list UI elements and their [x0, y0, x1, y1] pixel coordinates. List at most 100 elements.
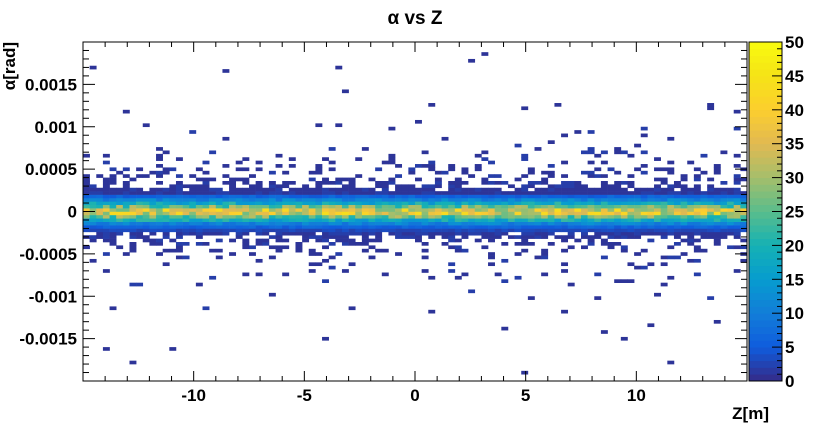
- heatmap-cell: [116, 194, 124, 199]
- heatmap-cell: [175, 245, 183, 250]
- heatmap-cell: [514, 194, 522, 199]
- heatmap-cell: [514, 214, 522, 219]
- heatmap-cell: [713, 211, 721, 216]
- heatmap-cell: [395, 174, 403, 178]
- heatmap-cell: [448, 225, 456, 229]
- heatmap-cell: [315, 180, 323, 185]
- heatmap-cell: [249, 221, 256, 226]
- heatmap-cell: [401, 225, 409, 229]
- heatmap-cell: [401, 208, 409, 212]
- heatmap-cell: [102, 235, 110, 239]
- heatmap-cell: [620, 150, 628, 155]
- heatmap-cell: [395, 197, 403, 202]
- heatmap-cell: [494, 191, 502, 195]
- heatmap-cell: [268, 170, 276, 175]
- heatmap-cell: [275, 211, 283, 216]
- heatmap-cell: [727, 221, 735, 226]
- heatmap-cell: [474, 187, 482, 192]
- heatmap-cell: [680, 191, 688, 195]
- colorbar-segment: [749, 89, 782, 97]
- heatmap-cell: [215, 211, 223, 216]
- heatmap-cell: [149, 187, 157, 192]
- heatmap-cell: [600, 187, 608, 192]
- heatmap-cell: [481, 211, 489, 216]
- heatmap-cell: [700, 228, 708, 233]
- heatmap-cell: [415, 228, 422, 233]
- heatmap-cell: [660, 211, 668, 216]
- heatmap-cell: [375, 184, 383, 189]
- heatmap-cell: [142, 228, 150, 233]
- heatmap-cell: [408, 194, 416, 199]
- heatmap-cell: [275, 197, 283, 202]
- heatmap-cell: [415, 187, 422, 192]
- heatmap-cell: [441, 194, 449, 199]
- heatmap-cell: [594, 167, 602, 172]
- heatmap-cell: [587, 218, 595, 222]
- heatmap-cell: [275, 194, 283, 199]
- heatmap-cell: [534, 180, 542, 185]
- heatmap-cell: [700, 191, 708, 195]
- heatmap-cell: [229, 197, 237, 202]
- heatmap-cell: [89, 204, 97, 209]
- heatmap-cell: [288, 157, 296, 161]
- heatmap-cell: [368, 221, 376, 226]
- heatmap-cell: [501, 194, 509, 199]
- heatmap-cell: [461, 204, 469, 209]
- colorbar-segment: [749, 136, 782, 145]
- heatmap-cell: [474, 197, 482, 202]
- heatmap-cell: [149, 214, 157, 219]
- heatmap-cell: [295, 242, 303, 246]
- heatmap-cell: [102, 184, 110, 189]
- heatmap-cell: [693, 184, 701, 189]
- heatmap-cell: [454, 180, 462, 185]
- y-tick-label: 0.0015: [25, 75, 77, 94]
- heatmap-cell: [295, 187, 303, 192]
- heatmap-cell: [454, 275, 462, 280]
- heatmap-cell: [514, 221, 522, 226]
- heatmap-cell: [401, 211, 409, 216]
- heatmap-cell: [169, 218, 177, 222]
- heatmap-cell: [142, 235, 150, 239]
- heatmap-cell: [448, 167, 456, 172]
- heatmap-cell: [149, 221, 157, 226]
- heatmap-cell: [574, 214, 582, 219]
- heatmap-cell: [395, 164, 403, 168]
- heatmap-cell: [488, 208, 495, 212]
- heatmap-cell: [620, 218, 628, 222]
- heatmap-cell: [441, 170, 449, 175]
- heatmap-cell: [262, 242, 270, 246]
- heatmap-cell: [727, 204, 735, 209]
- heatmap-cell: [627, 197, 635, 202]
- heatmap-cell: [322, 187, 329, 192]
- heatmap-cell: [415, 201, 422, 206]
- heatmap-cell: [268, 214, 276, 219]
- heatmap-cell: [229, 218, 237, 222]
- heatmap-cell: [614, 279, 622, 283]
- heatmap-cell: [136, 174, 144, 178]
- heatmap-cell: [156, 197, 163, 202]
- heatmap-cell: [713, 164, 721, 168]
- heatmap-cell: [627, 262, 635, 267]
- heatmap-cell: [680, 197, 688, 202]
- heatmap-cell: [534, 218, 542, 222]
- heatmap-cell: [235, 201, 243, 206]
- heatmap-cell: [388, 211, 396, 216]
- heatmap-cell: [182, 208, 190, 212]
- heatmap-cell: [322, 225, 329, 229]
- heatmap-cell: [355, 225, 363, 229]
- heatmap-cell: [541, 191, 549, 195]
- heatmap-cell: [229, 214, 237, 219]
- heatmap-cell: [348, 208, 356, 212]
- heatmap-cell: [136, 211, 144, 216]
- heatmap-cell: [581, 201, 588, 206]
- heatmap-cell: [514, 187, 522, 192]
- heatmap-cell: [156, 187, 163, 192]
- heatmap-cell: [733, 218, 741, 222]
- heatmap-cell: [428, 160, 436, 165]
- colorbar-segment: [749, 333, 782, 341]
- heatmap-cell: [514, 211, 522, 216]
- heatmap-cell: [415, 231, 422, 236]
- heatmap-cell: [136, 201, 144, 206]
- colorbar-tick-label: 40: [785, 101, 804, 120]
- colorbar-segment: [749, 347, 782, 355]
